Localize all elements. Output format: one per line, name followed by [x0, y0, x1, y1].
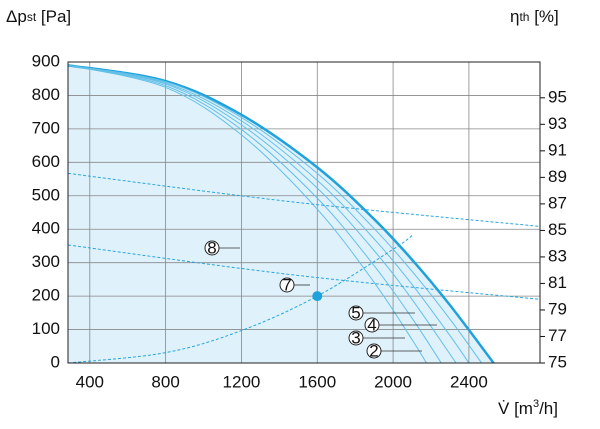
y2-tick-label: 79	[548, 299, 567, 318]
y-tick-label: 500	[32, 185, 60, 204]
label-circle	[364, 317, 380, 333]
y-tick-label: 900	[32, 51, 60, 70]
x-tick-label: 2400	[450, 372, 488, 391]
y-tick-label: 200	[32, 286, 60, 305]
efficiency-line	[68, 244, 541, 300]
y-tick-label: 0	[51, 352, 60, 371]
fan-curve	[68, 64, 427, 364]
y-tick-label: 100	[32, 319, 60, 338]
x-tick-label: 2000	[374, 372, 412, 391]
efficiency-line	[68, 172, 541, 227]
curve-label: 4	[367, 315, 376, 334]
x-tick-label: 800	[151, 372, 179, 391]
x-title-unit-end: /h]	[539, 399, 558, 418]
x-title-main: V̇	[498, 399, 510, 418]
curves	[67, 64, 541, 364]
y-tick-label: 800	[32, 85, 60, 104]
fan-curve	[67, 64, 495, 364]
y-tick-label: 400	[32, 219, 60, 238]
label-circle	[204, 240, 220, 256]
y-tick-label: 700	[32, 118, 60, 137]
label-circle	[348, 305, 364, 321]
x-axis-title: V̇ [m3/h]	[498, 398, 558, 419]
x-title-unit: [m	[509, 399, 533, 418]
y-tick-label: 600	[32, 152, 60, 171]
curve-label: 2	[369, 341, 378, 360]
y-title-unit: [Pa]	[36, 7, 71, 26]
label-circle	[348, 330, 364, 346]
x-title-sup: 3	[533, 398, 539, 410]
y2-title-sub: th	[519, 10, 529, 24]
y2-title-unit: [%]	[529, 7, 558, 26]
label-circle	[366, 343, 382, 359]
curve-label: 8	[207, 238, 216, 257]
label-circle	[279, 277, 295, 293]
fan-curve	[68, 64, 483, 364]
y-title-sub: st	[27, 10, 37, 24]
area	[68, 65, 494, 363]
fan-curve	[68, 64, 470, 364]
curve-label: 5	[351, 303, 360, 322]
y2-tick-label: 87	[548, 193, 567, 212]
x-tick-label: 1200	[223, 372, 261, 391]
area-layer	[68, 65, 494, 363]
y-tick-label: 300	[32, 252, 60, 271]
fan-curve	[68, 64, 442, 364]
operating-point	[312, 291, 323, 302]
curve-label: 3	[351, 328, 360, 347]
y2-tick-label: 77	[548, 326, 567, 345]
y2-tick-label: 93	[548, 114, 567, 133]
y2-tick-label: 89	[548, 167, 567, 186]
plot-frame	[67, 61, 541, 364]
y2-tick-label: 85	[548, 220, 567, 239]
y2-tick-label: 75	[548, 352, 567, 371]
curve-label: 7	[282, 275, 291, 294]
y2-tick-label: 95	[548, 87, 567, 106]
x-tick-label: 400	[76, 372, 104, 391]
y-axis-title: Δpst [Pa]	[6, 7, 71, 26]
x-tick-label: 1600	[298, 372, 336, 391]
fan-curve	[68, 64, 457, 364]
y2-axis-title: ηth [%]	[510, 7, 559, 26]
y2-title-main: η	[510, 7, 519, 26]
y2-tick-label: 91	[548, 140, 567, 159]
y-title-main: Δp	[6, 7, 27, 26]
y2-tick-label: 83	[548, 246, 567, 265]
y2-tick-label: 81	[548, 273, 567, 292]
